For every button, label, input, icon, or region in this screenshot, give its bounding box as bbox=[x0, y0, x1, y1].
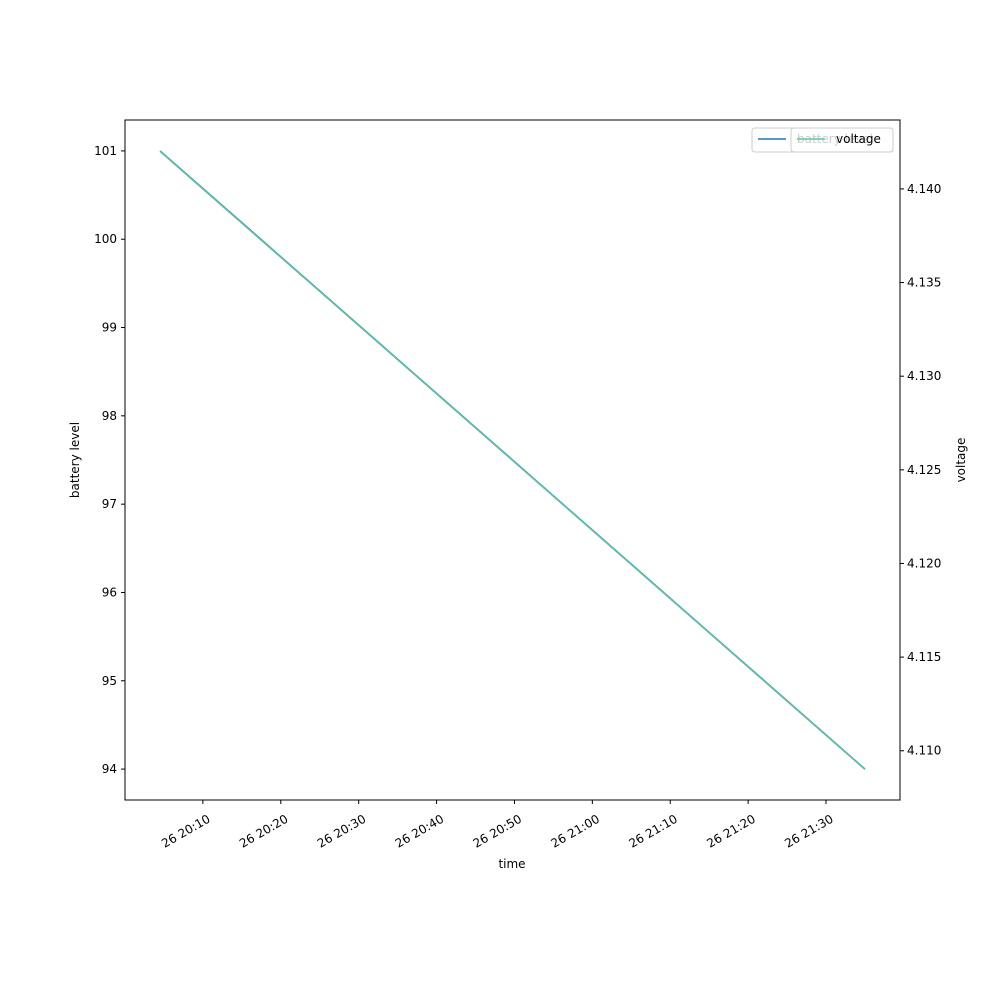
plot-frame bbox=[124, 119, 901, 801]
y-tick-label: 100 bbox=[94, 232, 117, 246]
y-tick-label: 101 bbox=[94, 144, 117, 158]
y-axis-label: battery level bbox=[68, 422, 82, 498]
y2-tick-label: 4.125 bbox=[907, 463, 941, 477]
x-tick-label: 26 21:00 bbox=[549, 812, 602, 851]
y-tick-label: 98 bbox=[102, 409, 117, 423]
x-tick-label: 26 21:20 bbox=[704, 812, 757, 851]
y-tick-label: 96 bbox=[102, 585, 117, 599]
y2-tick-label: 4.135 bbox=[907, 276, 941, 290]
y-tick-label: 99 bbox=[102, 321, 117, 335]
x-tick-label: 26 20:40 bbox=[393, 812, 446, 851]
legend: voltage bbox=[790, 127, 894, 153]
x-tick-label: 26 20:50 bbox=[471, 812, 524, 851]
y-tick-label: 97 bbox=[102, 497, 117, 511]
y2-tick-label: 4.110 bbox=[907, 744, 941, 758]
x-axis-label: time bbox=[498, 857, 525, 871]
y2-tick-label: 4.140 bbox=[907, 182, 941, 196]
y2-tick-label: 4.120 bbox=[907, 556, 941, 570]
y2-tick-label: 4.115 bbox=[907, 650, 941, 664]
x-tick-label: 26 20:10 bbox=[159, 812, 212, 851]
x-tick-label: 26 20:20 bbox=[237, 812, 290, 851]
y2-axis-label: voltage bbox=[954, 438, 968, 483]
y2-tick-label: 4.130 bbox=[907, 369, 941, 383]
legend-label: voltage bbox=[836, 132, 881, 146]
x-tick-label: 26 21:30 bbox=[782, 812, 835, 851]
x-tick-label: 26 20:30 bbox=[315, 812, 368, 851]
y-tick-label: 94 bbox=[102, 762, 117, 776]
legend-frame bbox=[790, 127, 894, 153]
x-tick-label: 26 21:10 bbox=[626, 812, 679, 851]
y-tick-label: 95 bbox=[102, 674, 117, 688]
series-line bbox=[159, 150, 866, 771]
